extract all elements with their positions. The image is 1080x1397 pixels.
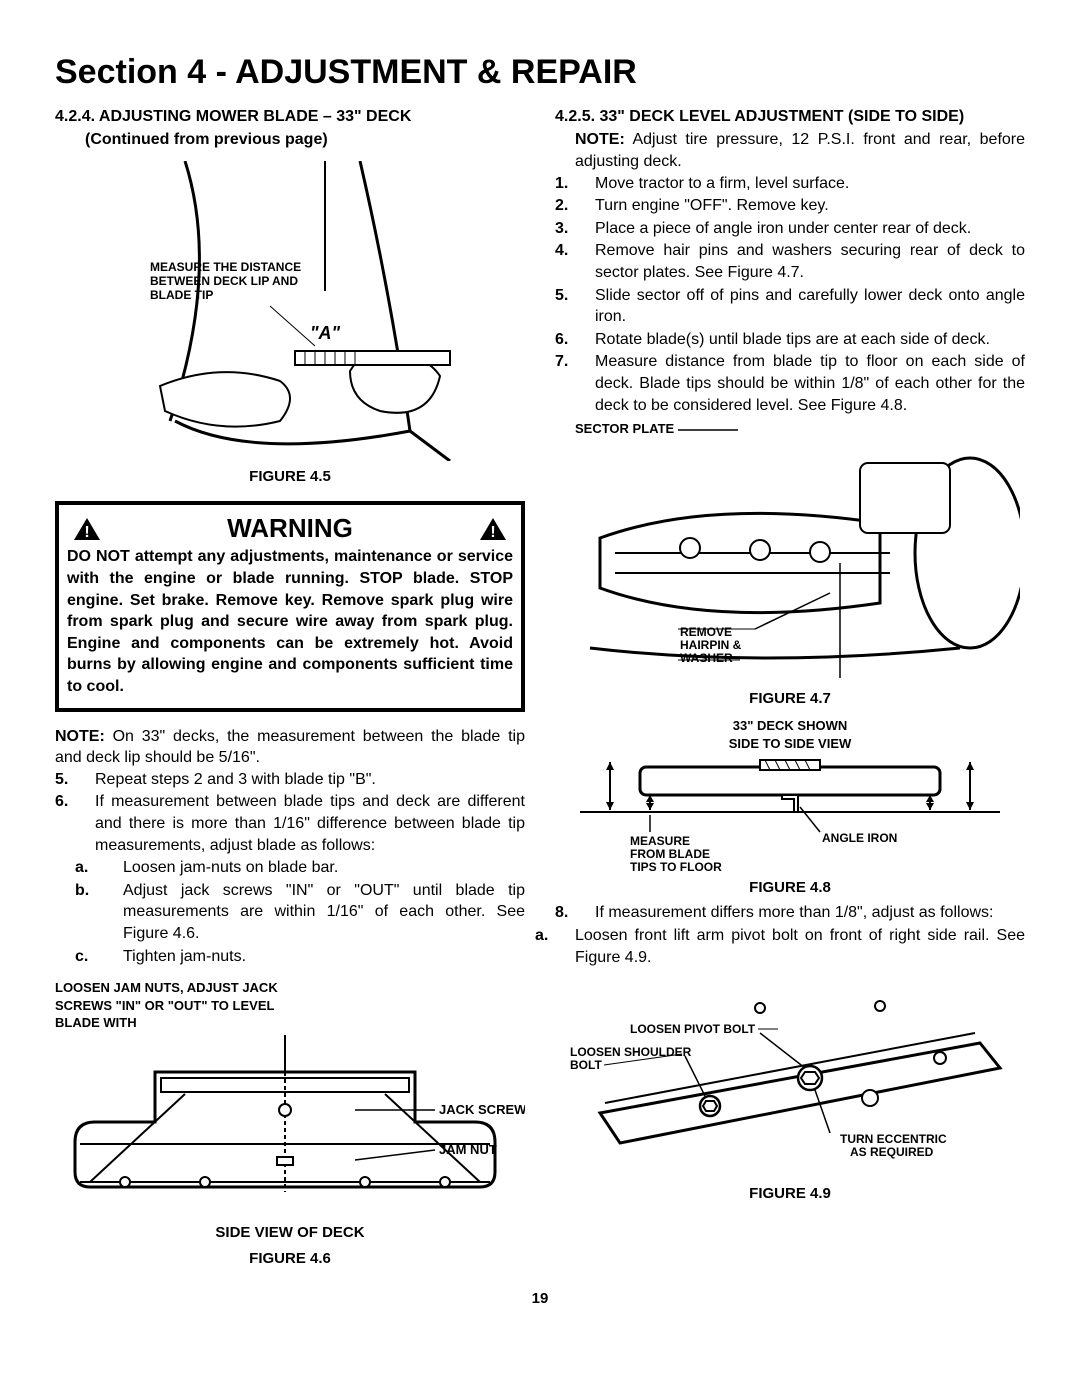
step-5: 5.Repeat steps 2 and 3 with blade tip "B… (75, 769, 525, 791)
step-6r: 6.Rotate blade(s) until blade tips are a… (575, 329, 1025, 351)
step-1: 1.Move tractor to a firm, level surface. (575, 173, 1025, 195)
figure-4-5: "A" MEASURE THE DISTANCE BETWEEN DECK LI… (55, 161, 525, 487)
heading-424: 4.2.4. ADJUSTING MOWER BLADE – 33" DECK (55, 106, 525, 128)
svg-text:JACK SCREW: JACK SCREW (439, 1102, 525, 1117)
svg-text:TURN ECCENTRIC AS RE: TURN ECCENTRIC AS REQUIRED (840, 1132, 950, 1159)
warning-triangle-icon: ! (73, 517, 101, 541)
figure-4-8-caption: FIGURE 4.8 (555, 878, 1025, 898)
note-label: NOTE: (575, 131, 625, 148)
svg-text:LOOSEN SHOULDER BOLT: LOOSEN SHOULDER BOLT (570, 1045, 695, 1072)
figure-4-6-caption: FIGURE 4.6 (55, 1249, 525, 1269)
figure-4-5-caption: FIGURE 4.5 (55, 467, 525, 487)
substep-c: c.Tighten jam-nuts. (99, 946, 525, 968)
figure-4-8: 33" DECK SHOWN SIDE TO SIDE VIEW (555, 717, 1025, 898)
figure-4-7-caption: FIGURE 4.7 (555, 689, 1025, 709)
step-3: 3.Place a piece of angle iron under cent… (575, 218, 1025, 240)
continued-note: (Continued from previous page) (85, 129, 525, 151)
page-number: 19 (55, 1289, 1025, 1309)
substep-b: b.Adjust jack screws "IN" or "OUT" until… (99, 880, 525, 945)
heading-425: 4.2.5. 33" DECK LEVEL ADJUSTMENT (SIDE T… (555, 106, 1025, 128)
svg-text:!: ! (490, 524, 495, 541)
note-33-deck: NOTE: On 33" decks, the measurement betw… (55, 726, 525, 769)
step-2: 2.Turn engine "OFF". Remove key. (575, 195, 1025, 217)
sector-plate-label: SECTOR PLATE (575, 420, 1025, 438)
svg-text:ANGLE IRON: ANGLE IRON (822, 831, 897, 845)
fig46-top-label: LOOSEN JAM NUTS, ADJUST JACK SCREWS "IN"… (55, 979, 285, 1032)
figure-4-6: LOOSEN JAM NUTS, ADJUST JACK SCREWS "IN"… (55, 979, 525, 1269)
svg-text:!: ! (84, 524, 89, 541)
step-7r: 7.Measure distance from blade tip to flo… (575, 351, 1025, 416)
warning-triangle-icon: ! (479, 517, 507, 541)
step-8a: a.Loosen front lift arm pivot bolt on fr… (555, 925, 1025, 968)
warning-text: DO NOT attempt any adjustments, maintena… (67, 546, 513, 697)
step-8-item: 8.If measurement differs more than 1/8",… (575, 902, 1025, 924)
step-6: 6.If measurement between blade tips and … (75, 791, 525, 856)
fig48-title: 33" DECK SHOWN (555, 717, 1025, 735)
note-text: On 33" decks, the measurement between th… (55, 728, 525, 767)
steps-1-7: 1.Move tractor to a firm, level surface.… (555, 173, 1025, 417)
step-5r: 5.Slide sector off of pins and carefully… (575, 285, 1025, 328)
figure-4-9-caption: FIGURE 4.9 (555, 1184, 1025, 1204)
steps-5-6: 5.Repeat steps 2 and 3 with blade tip "B… (55, 769, 525, 856)
step-4: 4.Remove hair pins and washers securing … (575, 240, 1025, 283)
svg-text:MEASURE FROM BLADE: MEASURE FROM BLADE TIPS TO FLOOR (630, 834, 722, 872)
two-column-layout: 4.2.4. ADJUSTING MOWER BLADE – 33" DECK … (55, 106, 1025, 1269)
svg-text:JAM NUT: JAM NUT (439, 1142, 497, 1157)
section-title: Section 4 - ADJUSTMENT & REPAIR (55, 50, 1025, 96)
figure-4-7-svg: REMOVE HAIRPIN & WASHER (560, 438, 1020, 683)
warning-title-row: ! WARNING ! (67, 511, 513, 546)
svg-text:MEASURE THE DISTANCE: MEASURE THE DISTANCE BETWEEN DECK LIP AN… (150, 260, 304, 302)
svg-text:LOOSEN PIVOT BOLT: LOOSEN PIVOT BOLT (630, 1022, 756, 1036)
right-note: NOTE: Adjust tire pressure, 12 P.S.I. fr… (555, 129, 1025, 172)
figure-4-6-svg: JACK SCREW JAM NUT (55, 1032, 525, 1217)
substeps-abc: a.Loosen jam-nuts on blade bar. b.Adjust… (55, 857, 525, 967)
fig48-subtitle: SIDE TO SIDE VIEW (555, 735, 1025, 753)
right-column: 4.2.5. 33" DECK LEVEL ADJUSTMENT (SIDE T… (555, 106, 1025, 1269)
note-text: Adjust tire pressure, 12 P.S.I. front an… (575, 131, 1025, 170)
warning-box: ! WARNING ! DO NOT attempt any adjustmen… (55, 501, 525, 711)
left-column: 4.2.4. ADJUSTING MOWER BLADE – 33" DECK … (55, 106, 525, 1269)
svg-text:"A": "A" (310, 323, 341, 343)
warning-title: WARNING (227, 511, 353, 546)
step-8: 8.If measurement differs more than 1/8",… (555, 902, 1025, 924)
figure-4-8-svg: MEASURE FROM BLADE TIPS TO FLOOR ANGLE I… (560, 752, 1020, 872)
figure-4-9-svg: LOOSEN PIVOT BOLT LOOSEN SHOULDER BOLT T… (560, 978, 1020, 1178)
note-label: NOTE: (55, 728, 105, 745)
figure-4-7: SECTOR PLATE REMOVE HA (555, 420, 1025, 709)
fig46-bottom-label: SIDE VIEW OF DECK (55, 1223, 525, 1243)
figure-4-9: LOOSEN PIVOT BOLT LOOSEN SHOULDER BOLT T… (555, 978, 1025, 1204)
figure-4-5-svg: "A" MEASURE THE DISTANCE BETWEEN DECK LI… (100, 161, 480, 461)
substep-a: a.Loosen jam-nuts on blade bar. (99, 857, 525, 879)
